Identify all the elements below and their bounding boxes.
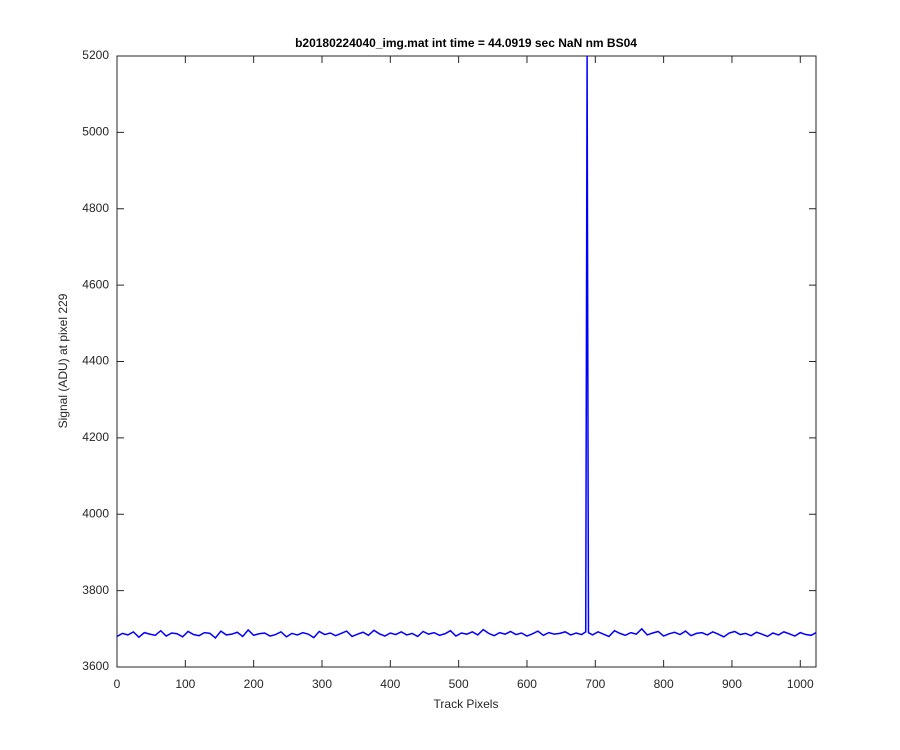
y-tick-label: 3800 [82, 583, 109, 597]
y-tick-label: 4000 [82, 506, 109, 520]
y-tick-label: 4600 [82, 277, 109, 291]
chart-title: b20180224040_img.mat int time = 44.0919 … [295, 36, 637, 50]
x-tick-label: 900 [722, 677, 742, 691]
y-axis-label: Signal (ADU) at pixel 229 [56, 293, 70, 428]
x-tick-label: 400 [380, 677, 400, 691]
x-tick-label: 200 [244, 677, 264, 691]
plot-box [116, 55, 817, 668]
x-tick-label: 800 [654, 677, 674, 691]
x-tick-label: 100 [175, 677, 195, 691]
y-tick-label: 5200 [82, 48, 109, 62]
x-tick-label: 700 [585, 677, 605, 691]
x-tick-label: 300 [312, 677, 332, 691]
y-tick-label: 4200 [82, 430, 109, 444]
y-tick-label: 5000 [82, 125, 109, 139]
x-tick-label: 0 [114, 677, 121, 691]
signal-line [117, 56, 816, 640]
x-tick-label: 600 [517, 677, 537, 691]
y-tick-label: 3600 [82, 659, 109, 673]
y-tick-label: 4400 [82, 354, 109, 368]
x-axis-label: Track Pixels [434, 697, 499, 711]
y-tick-label: 4800 [82, 201, 109, 215]
x-tick-label: 500 [449, 677, 469, 691]
x-tick-label: 1000 [787, 677, 814, 691]
